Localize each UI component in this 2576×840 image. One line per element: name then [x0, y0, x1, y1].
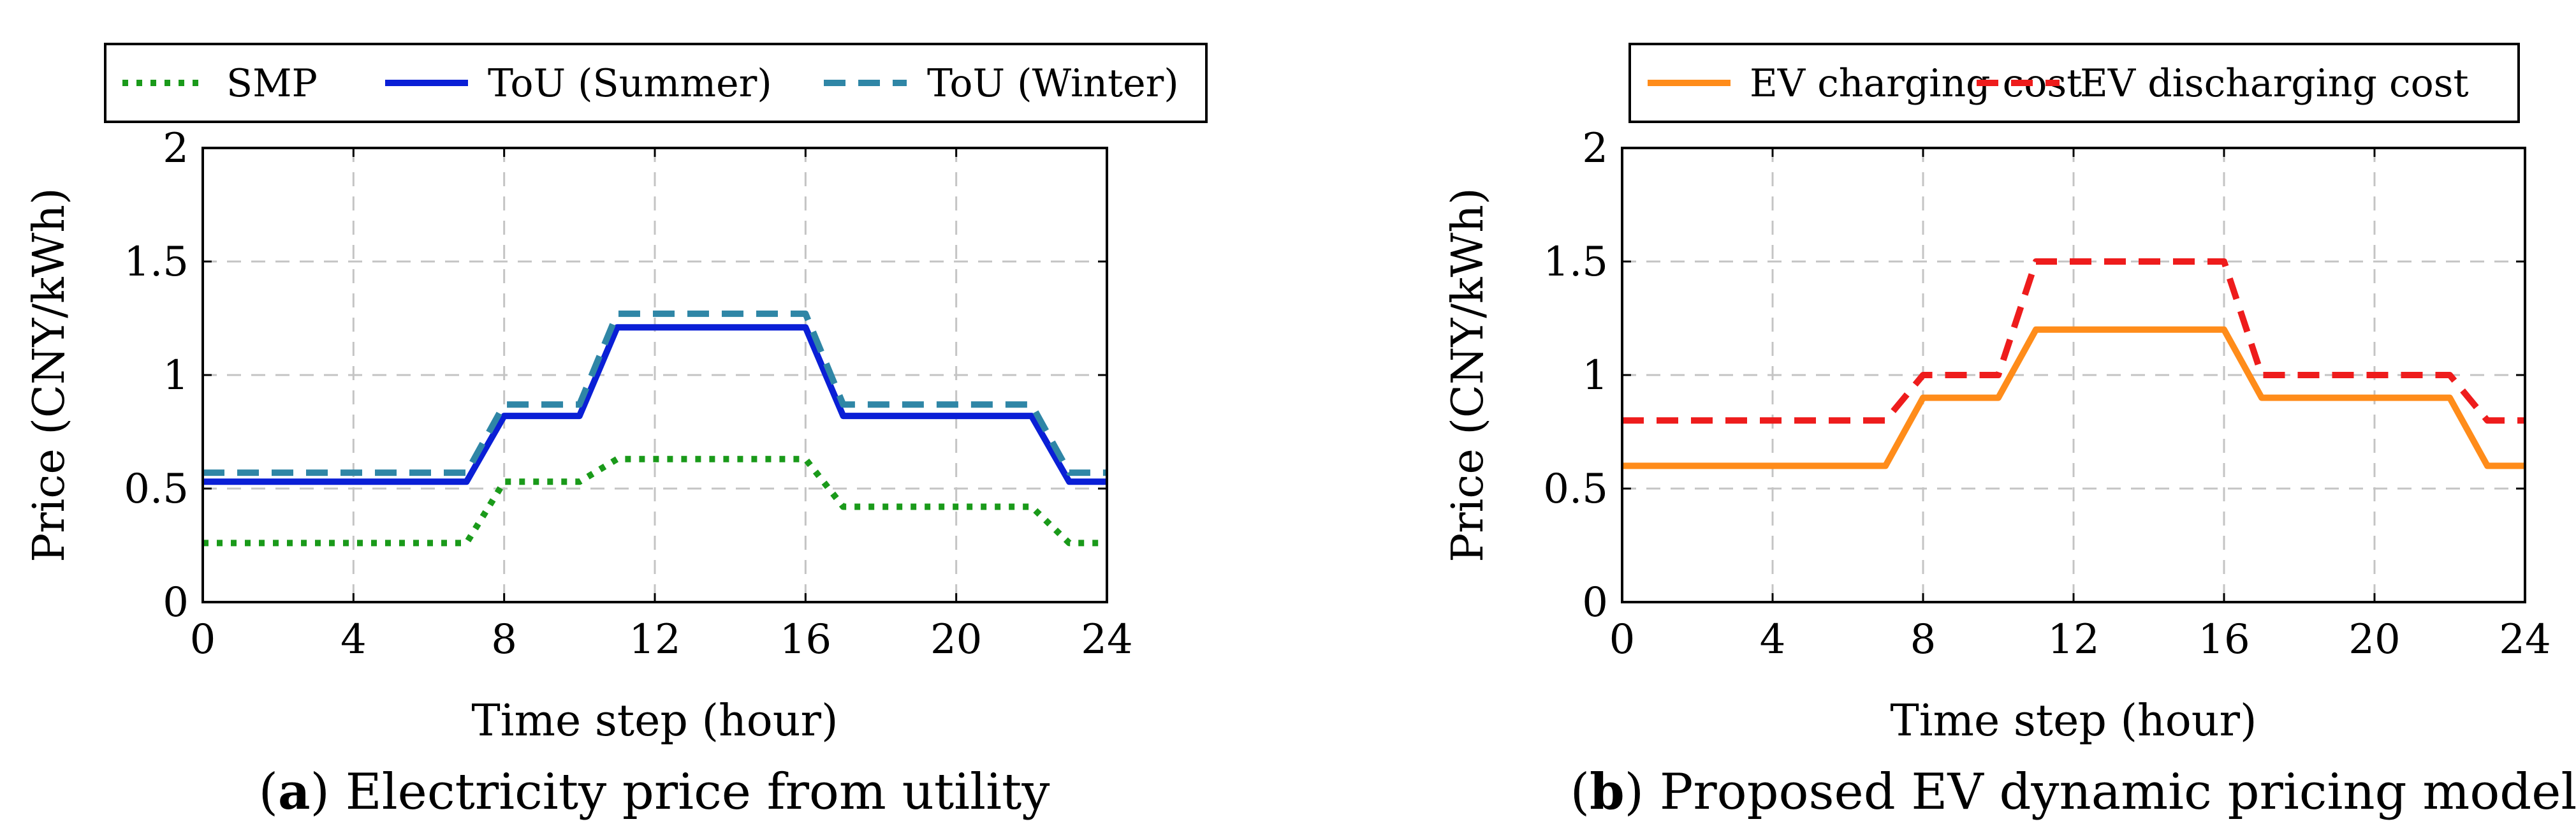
x-tick-label: 12 [2047, 616, 2099, 663]
x-axis-label: Time step (hour) [471, 696, 838, 746]
legend-box [1628, 43, 2520, 123]
x-tick-label: 8 [1910, 616, 1936, 663]
x-tick-label: 0 [1609, 616, 1636, 663]
y-tick-label: 2 [163, 125, 189, 172]
x-tick-label: 8 [491, 616, 517, 663]
chart-panel-a: 0 4 8 12 16 20 24 0 0.5 1 1.5 2 Time step (hour) Pric… [24, 43, 1208, 821]
legend-label: EV discharging cost [2080, 61, 2469, 106]
y-tick-label: 1 [1582, 352, 1608, 399]
x-tick-label: 4 [340, 616, 367, 663]
y-tick-label: 2 [1582, 125, 1608, 172]
series-line-ev-discharging-cost [1622, 258, 2525, 424]
y-tick-label: 0.5 [124, 466, 189, 513]
y-tick-label: 0.5 [1543, 466, 1608, 513]
legend-label: SMP [226, 61, 318, 106]
x-tick-label: 12 [629, 616, 680, 663]
caption-letter: b [1590, 763, 1625, 821]
y-tick-label: 1.5 [124, 239, 189, 286]
caption-text: Electricity price from utility [346, 763, 1050, 821]
x-axis-label: Time step (hour) [1890, 696, 2257, 746]
legend-box [104, 43, 1208, 123]
legend-label: ToU (Summer) [488, 61, 772, 106]
series-line-ev-charging-cost [1622, 326, 2525, 469]
y-tick-label: 1 [163, 352, 189, 399]
x-tick-label: 24 [1081, 616, 1132, 663]
y-tick-label: 0 [1582, 579, 1608, 626]
x-tick-label: 16 [780, 616, 831, 663]
y-axis-label: Price (CNY/kWh) [24, 188, 75, 562]
series-line-smp [203, 455, 1107, 547]
x-tick-label: 24 [2499, 616, 2550, 663]
x-tick-label: 20 [930, 616, 982, 663]
x-tick-label: 20 [2348, 616, 2400, 663]
caption-text: Proposed EV dynamic pricing model [1660, 763, 2576, 821]
x-tick-label: 4 [1760, 616, 1786, 663]
legend-label: ToU (Winter) [927, 61, 1179, 106]
x-tick-label: 0 [190, 616, 216, 663]
caption-letter: a [278, 763, 311, 821]
figure-caption: (b) Proposed EV dynamic pricing model [1570, 763, 2576, 821]
figure-caption: (a) Electricity price from utility [259, 763, 1050, 821]
y-tick-label: 1.5 [1543, 239, 1608, 286]
y-tick-label: 0 [163, 579, 189, 626]
chart-panel-b: 0 4 8 12 16 20 24 0 0.5 1 1.5 2 Time step (hour) Pric… [1443, 43, 2576, 821]
x-tick-label: 16 [2198, 616, 2250, 663]
y-axis-label: Price (CNY/kWh) [1443, 188, 1493, 562]
series-line-tou-summer [203, 324, 1107, 485]
